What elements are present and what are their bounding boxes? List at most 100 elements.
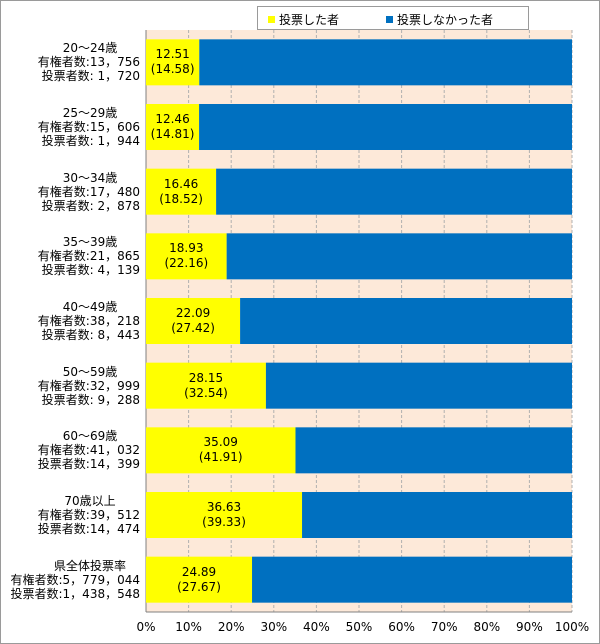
data-label-previous: (14.81): [150, 127, 195, 141]
data-label-value: 36.63: [206, 500, 242, 514]
data-label-value: 24.89: [181, 564, 217, 579]
legend-label-not-voted: 投票しなかった者: [397, 13, 494, 27]
bar-voted: [146, 556, 253, 603]
data-label: 18.93 (22.16): [151, 241, 221, 271]
x-tick-label: 30%: [260, 620, 288, 634]
category-voters: 投票者数: 1，720: [41, 69, 140, 84]
data-label-previous: (32.54): [184, 385, 228, 400]
category-name: 50～59歳: [62, 364, 118, 379]
x-tick-label: 20%: [217, 620, 245, 634]
category-label: 県全体投票率 有権者数:5，779，044 投票者数:1，438，548: [4, 558, 141, 601]
category-label: 40～49歳 有権者数:38，218 投票者数: 8，443: [4, 300, 140, 342]
data-label-value: 22.09: [175, 306, 211, 320]
legend-item-voted: 投票した者: [268, 11, 339, 28]
category-name: 60～69歳: [62, 429, 118, 444]
data-label-previous: (18.52): [159, 191, 203, 206]
bar-not-voted: [199, 39, 572, 86]
category-eligible: 有権者数:13，756: [37, 55, 140, 70]
x-tick-label: 70%: [430, 620, 458, 634]
x-tick-label: 40%: [303, 620, 330, 634]
category-eligible: 有権者数:15，606: [37, 120, 140, 134]
bar-not-voted: [216, 168, 572, 215]
legend-item-not-voted: 投票しなかった者: [386, 11, 493, 28]
bar-voted: [146, 168, 217, 215]
x-tick-label: 0%: [136, 620, 156, 634]
data-label-value: 18.93: [169, 241, 204, 256]
data-label-value: 35.09: [203, 435, 238, 450]
category-voters: 投票者数:14，399: [37, 457, 140, 472]
category-name: 35～39歳: [62, 235, 118, 250]
category-label: 50～59歳 有権者数:32，999 投票者数: 9，288: [4, 365, 140, 407]
x-tick-label: 80%: [473, 620, 501, 634]
bar-not-voted: [265, 362, 572, 409]
data-label-previous: (27.67): [177, 579, 221, 594]
bar-not-voted: [302, 492, 572, 538]
data-label: 36.63 (39.33): [189, 500, 259, 530]
data-label: 12.51 (14.58): [138, 47, 208, 77]
data-label: 28.15 (32.54): [171, 371, 241, 401]
category-name: 20～24歳: [62, 41, 118, 56]
legend-swatch-voted: [268, 16, 275, 23]
bar-not-voted: [295, 427, 572, 474]
bar-voted: [146, 427, 296, 474]
data-label-previous: (14.58): [150, 62, 195, 77]
category-eligible: 有権者数:41，032: [37, 443, 140, 458]
bar-not-voted: [226, 233, 573, 280]
x-tick-label: 90%: [516, 620, 543, 634]
data-label-previous: (22.16): [164, 256, 209, 271]
category-voters: 投票者数: 9，288: [41, 392, 140, 407]
data-label: 24.89 (27.67): [164, 565, 234, 595]
category-voters: 投票者数: 2，878: [41, 198, 140, 213]
bar-voted: [146, 362, 266, 409]
bar-not-voted: [240, 298, 572, 344]
bar-voted: [146, 104, 200, 150]
category-label: 60～69歳 有権者数:41，032 投票者数:14，399: [4, 429, 140, 471]
category-voters: 投票者数: 1，944: [41, 134, 140, 148]
data-label-value: 12.46: [155, 112, 190, 126]
category-eligible: 有権者数:39，512: [37, 508, 140, 522]
bar-voted: [146, 39, 200, 86]
bar-not-voted: [199, 104, 573, 150]
category-name: 30～34歳: [62, 170, 118, 185]
category-name: 県全体投票率: [53, 558, 126, 573]
bar-voted: [146, 298, 241, 344]
category-label: 20～24歳 有権者数:13，756 投票者数: 1，720: [4, 41, 140, 83]
data-label-value: 16.46: [163, 176, 199, 191]
category-label: 30～34歳 有権者数:17，480 投票者数: 2，878: [4, 171, 140, 213]
category-eligible: 有権者数:32，999: [37, 378, 140, 393]
legend: 投票した者 投票しなかった者: [257, 6, 529, 30]
category-label: 70歳以上 有権者数:39，512 投票者数:14，474: [4, 494, 140, 536]
category-label: 35～39歳 有権者数:21，865 投票者数: 4，139: [4, 235, 140, 277]
data-label: 12.46 (14.81): [138, 112, 208, 142]
bar-voted: [146, 492, 303, 538]
category-voters: 投票者数: 8，443: [41, 328, 140, 342]
category-name: 40～49歳: [62, 300, 118, 314]
data-label-value: 12.51: [155, 47, 190, 62]
x-tick-label: 10%: [175, 620, 202, 634]
category-eligible: 有権者数:38，218: [37, 314, 140, 328]
data-label: 22.09 (27.42): [158, 306, 228, 336]
category-voters: 投票者数: 4，139: [41, 263, 140, 278]
bar-not-voted: [252, 556, 572, 603]
legend-label-voted: 投票した者: [279, 13, 340, 27]
bar-voted: [146, 233, 227, 280]
data-label-previous: (41.91): [198, 450, 243, 465]
data-label: 35.09 (41.91): [186, 435, 256, 465]
category-label: 25～29歳 有権者数:15，606 投票者数: 1，944: [4, 106, 140, 148]
category-voters: 投票者数:14，474: [37, 522, 140, 536]
category-name: 25～29歳: [62, 106, 118, 120]
data-label-value: 28.15: [188, 370, 224, 385]
data-label-previous: (27.42): [171, 321, 215, 335]
data-label-previous: (39.33): [202, 515, 246, 529]
x-tick-label: 100%: [554, 620, 590, 634]
category-voters: 投票者数:1，438，548: [10, 586, 141, 601]
legend-swatch-not-voted: [386, 16, 393, 23]
x-tick-label: 60%: [388, 620, 415, 634]
data-label: 16.46 (18.52): [146, 177, 216, 207]
category-name: 70歳以上: [64, 494, 116, 508]
x-tick-label: 50%: [345, 620, 373, 634]
category-eligible: 有権者数:21，865: [37, 249, 140, 264]
category-eligible: 有権者数:17，480: [37, 184, 140, 199]
category-eligible: 有権者数:5，779，044: [10, 572, 141, 587]
